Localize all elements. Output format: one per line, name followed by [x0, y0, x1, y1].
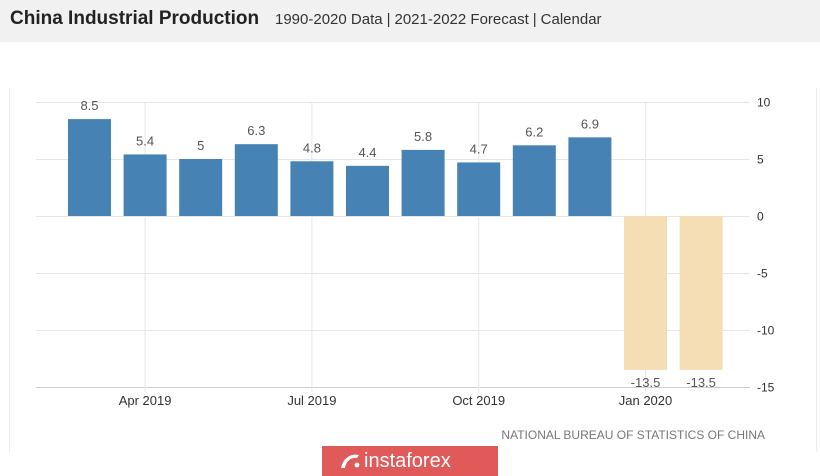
y-tick-label: -10: [757, 324, 775, 338]
data-label: -13.5: [686, 375, 716, 390]
bar: [123, 154, 167, 216]
y-tick-label: -5: [757, 267, 768, 281]
data-label: 4.7: [470, 141, 488, 156]
bar: [290, 161, 334, 216]
data-label: 6.9: [581, 116, 599, 131]
data-label: 8.5: [80, 98, 98, 113]
x-tick-label: Jan 2020: [619, 393, 673, 408]
data-label: 5.4: [136, 133, 154, 148]
y-tick-label: -15: [757, 381, 775, 395]
data-label: 4.8: [303, 140, 321, 155]
header-nav: 1990-2020 Data | 2021-2022 Forecast | Calend…: [275, 10, 602, 30]
watermark-text: instaforex: [364, 450, 451, 472]
chart-plot: 10 5 0 -5 -10 -15 Apr 2019 Jul 2019 Oct 2019 Jan …: [36, 96, 775, 408]
chart-source[interactable]: NATIONAL BUREAU OF STATISTICS OF CHINA: [501, 428, 765, 442]
watermark-logo: instaforex: [322, 446, 498, 476]
y-tick-label: 10: [757, 96, 771, 110]
chart-frame: [9, 88, 817, 452]
bar: [624, 216, 667, 370]
x-tick-label: Jul 2019: [287, 393, 336, 408]
x-tick-label: Apr 2019: [119, 393, 172, 408]
data-label: 6.3: [247, 123, 265, 138]
data-label: 5.8: [414, 129, 432, 144]
bar: [679, 216, 723, 370]
link-separator: |: [386, 11, 391, 28]
bar: [346, 165, 389, 216]
bar: [234, 144, 278, 216]
data-label: 5: [197, 138, 204, 153]
data-label: 6.2: [525, 124, 543, 139]
data-label: -13.5: [631, 375, 661, 390]
bar: [568, 137, 612, 216]
bar: [179, 159, 223, 216]
bar: [457, 162, 501, 216]
data-label: 4.4: [358, 145, 376, 160]
bar: [512, 145, 556, 216]
instaforex-logo-icon: [341, 454, 360, 468]
link-separator: |: [532, 11, 537, 28]
x-tick-label: Oct 2019: [452, 393, 505, 408]
link-calendar[interactable]: Calendar: [540, 11, 602, 28]
bar: [401, 149, 445, 216]
bar: [68, 119, 111, 216]
link-historical-data[interactable]: 1990-2020 Data: [275, 11, 383, 28]
page-header: China Industrial Production 1990-2020 Da…: [0, 0, 820, 42]
y-tick-label: 5: [757, 153, 764, 167]
y-tick-label: 0: [757, 210, 764, 224]
link-forecast[interactable]: 2021-2022 Forecast: [394, 11, 529, 28]
page-title: China Industrial Production: [10, 8, 260, 29]
